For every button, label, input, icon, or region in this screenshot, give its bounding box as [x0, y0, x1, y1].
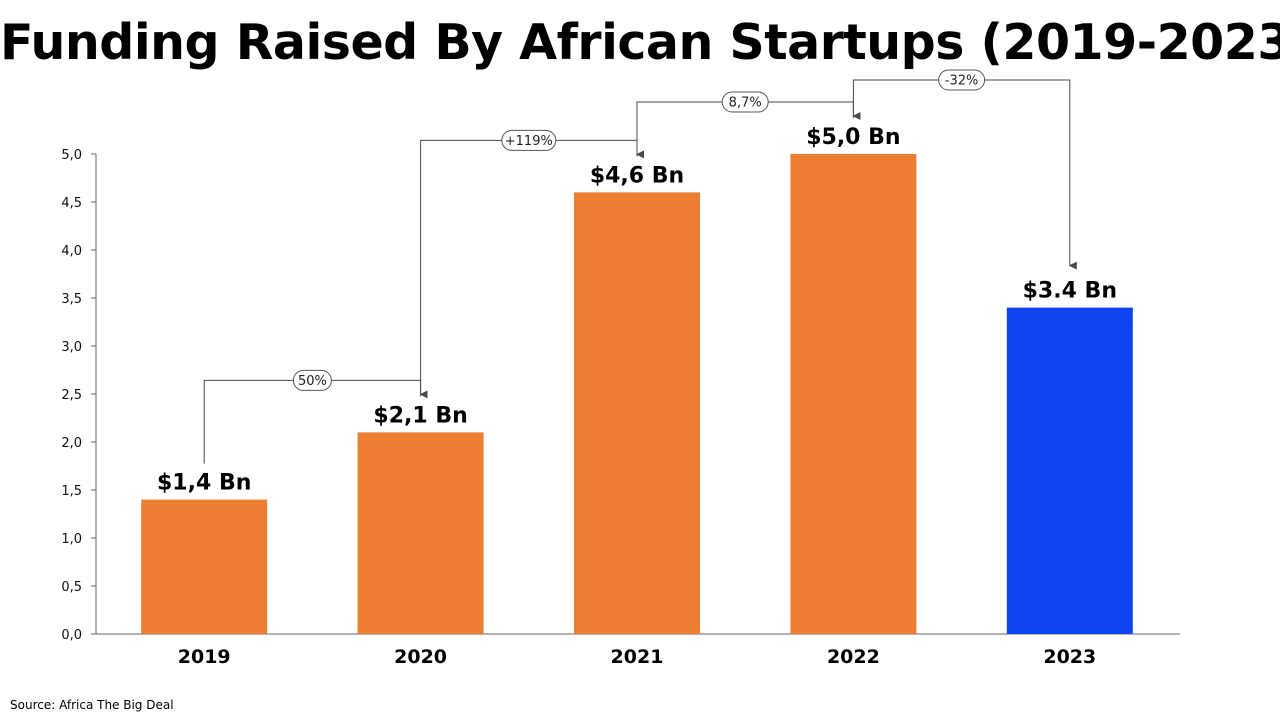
y-tick-label: 0,0 — [61, 628, 82, 643]
chart-title: Funding Raised By African Startups (2019… — [0, 14, 1280, 71]
change-pill — [938, 69, 986, 91]
y-tick-label: 2,5 — [61, 388, 82, 403]
y-tick-label: 5,0 — [61, 148, 82, 163]
bar-2023 — [1006, 307, 1133, 634]
bar-2019 — [141, 499, 268, 634]
change-pill — [292, 369, 332, 391]
change-label: 50% — [298, 374, 327, 389]
bars — [141, 154, 1133, 634]
x-tick-label: 2023 — [1043, 646, 1096, 668]
data-label: $1,4 Bn — [157, 471, 251, 496]
y-tick-label: 1,5 — [61, 484, 82, 499]
y-tick-label: 1,0 — [61, 532, 82, 547]
change-annotations: 50% +119% 8,7% -32% — [203, 69, 1077, 464]
change-label: 8,7% — [729, 96, 762, 111]
y-tick-label: 3,0 — [61, 340, 82, 355]
y-tick-label: 3,5 — [61, 292, 82, 307]
bar-2021 — [574, 192, 700, 634]
data-label: $5,0 Bn — [806, 125, 900, 150]
bar-2022 — [790, 154, 917, 634]
data-labels: 2019 $1,4 Bn 2020 $2,1 Bn 2021 $4,6 Bn 2022 $5,… — [157, 125, 1117, 668]
source-note: Source: Africa The Big Deal — [10, 698, 174, 712]
y-tick-label: 4,5 — [61, 196, 82, 211]
bar-2020 — [357, 432, 484, 634]
data-label: $2,1 Bn — [373, 403, 467, 428]
x-tick-label: 2022 — [827, 646, 880, 668]
x-tick-label: 2019 — [178, 646, 231, 668]
y-tick-label: 2,0 — [61, 436, 82, 451]
x-tick-label: 2020 — [394, 646, 447, 668]
change-pill — [721, 91, 769, 113]
y-tick-label: 0,5 — [61, 580, 82, 595]
y-tick-label: 4,0 — [61, 244, 82, 259]
x-tick-label: 2021 — [611, 646, 664, 668]
change-label: -32% — [945, 74, 979, 89]
change-label: +119% — [505, 134, 553, 149]
change-pill — [501, 129, 557, 151]
data-label: $4,6 Bn — [590, 163, 684, 188]
data-label: $3.4 Bn — [1023, 279, 1117, 304]
